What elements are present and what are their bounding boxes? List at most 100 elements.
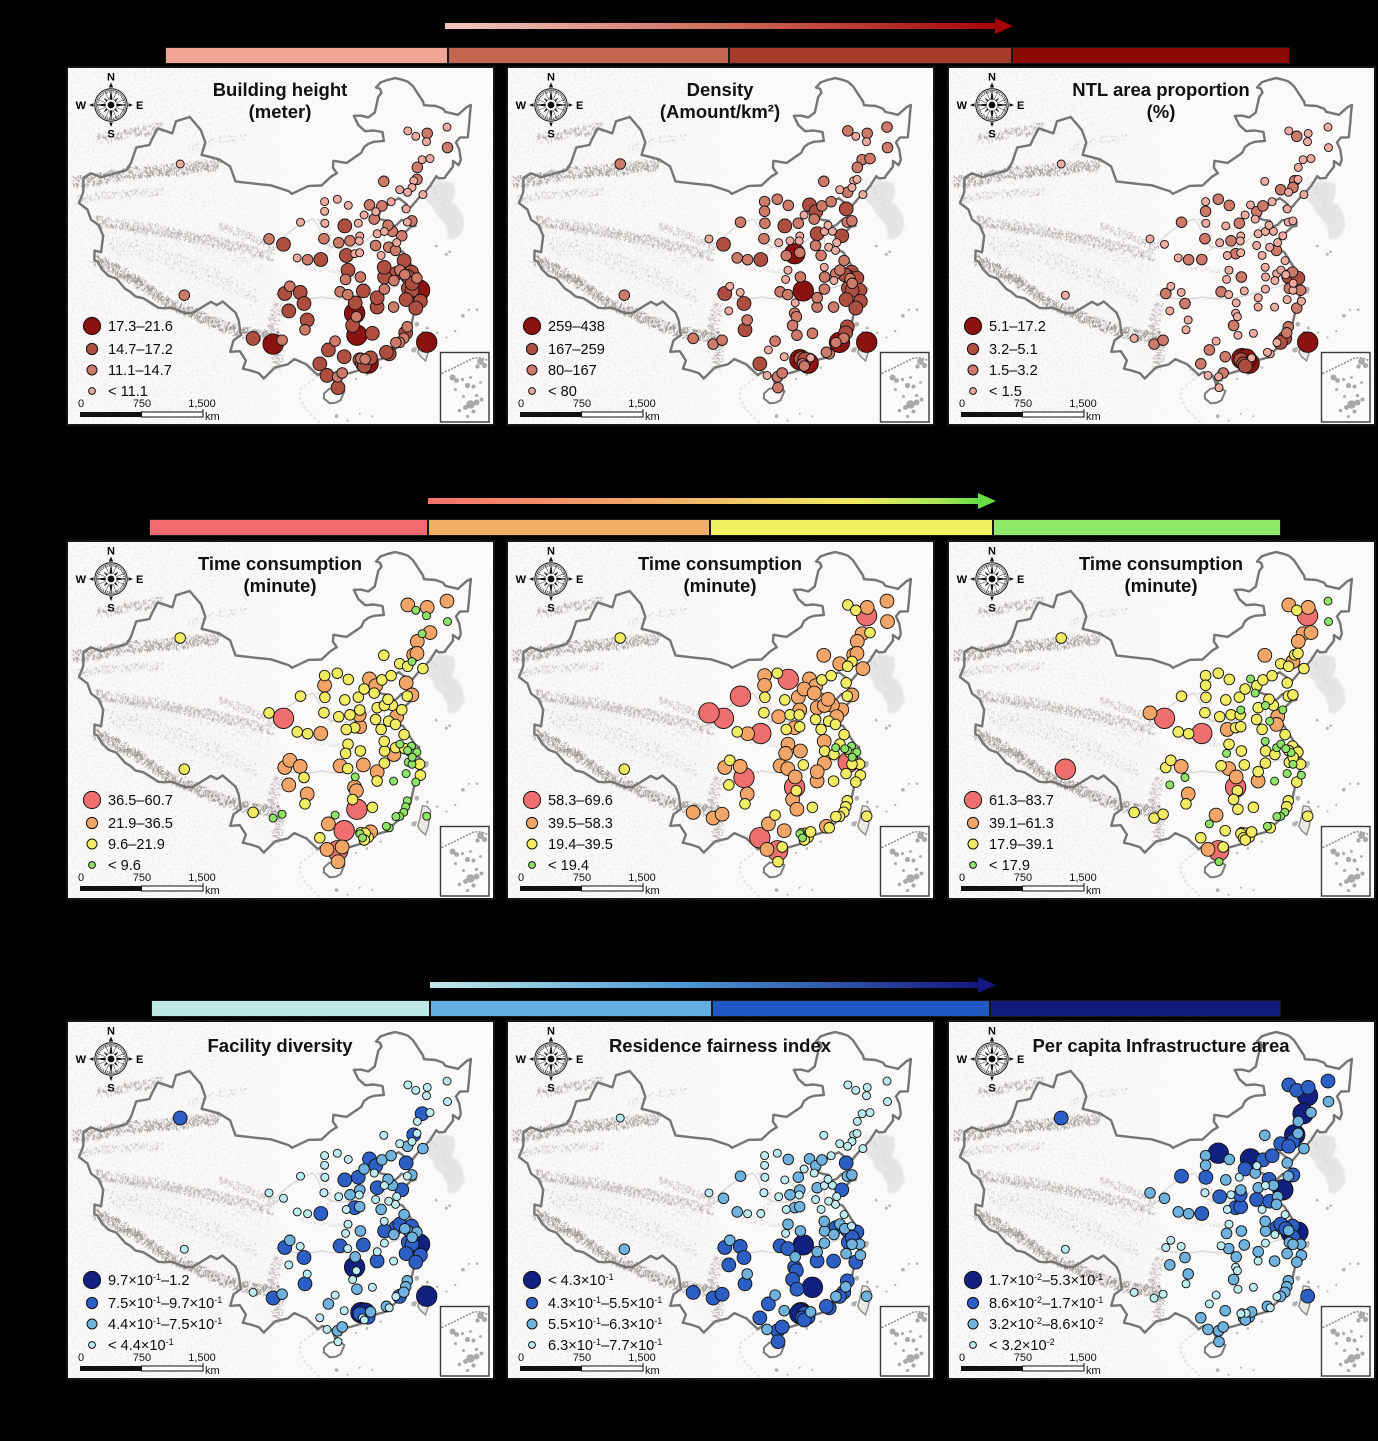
svg-text:S: S xyxy=(107,129,114,141)
svg-text:N: N xyxy=(547,1026,555,1038)
svg-text:4.4×10-1–7.5×10-1: 4.4×10-1–7.5×10-1 xyxy=(108,1316,222,1333)
svg-text:< 3.2×10-2: < 3.2×10-2 xyxy=(989,1337,1055,1354)
svg-text:21.9–36.5: 21.9–36.5 xyxy=(108,816,173,832)
svg-text:S: S xyxy=(547,1083,554,1095)
svg-text:E: E xyxy=(136,574,143,586)
svg-text:Density: Density xyxy=(687,79,755,100)
svg-text:39.1–61.3: 39.1–61.3 xyxy=(989,816,1054,832)
svg-text:6.3×10-1–7.7×10-1: 6.3×10-1–7.7×10-1 xyxy=(548,1337,662,1354)
svg-text:< 19.4: < 19.4 xyxy=(548,858,589,874)
svg-text:km: km xyxy=(645,885,660,897)
svg-text:1,500: 1,500 xyxy=(188,872,216,884)
svg-text:W: W xyxy=(957,574,968,586)
svg-text:S: S xyxy=(107,1083,114,1095)
svg-text:W: W xyxy=(76,574,87,586)
svg-text:Time consumption: Time consumption xyxy=(638,553,802,574)
svg-text:W: W xyxy=(76,1054,87,1066)
svg-text:750: 750 xyxy=(573,872,591,884)
svg-text:E: E xyxy=(576,574,583,586)
svg-text:S: S xyxy=(988,603,995,615)
svg-text:Residence fairness index: Residence fairness index xyxy=(609,1035,832,1056)
svg-text:S: S xyxy=(107,603,114,615)
svg-text:1,500: 1,500 xyxy=(1069,1352,1097,1364)
svg-text:< 80: < 80 xyxy=(548,384,577,400)
svg-text:Per capita Infrastructure area: Per capita Infrastructure area xyxy=(1032,1035,1290,1056)
svg-text:E: E xyxy=(1017,574,1024,586)
svg-text:8.6×10-2–1.7×10-1: 8.6×10-2–1.7×10-1 xyxy=(989,1295,1103,1312)
svg-text:167–259: 167–259 xyxy=(548,342,605,358)
svg-text:N: N xyxy=(988,546,996,558)
svg-text:(meter): (meter) xyxy=(249,101,312,122)
svg-text:E: E xyxy=(576,1054,583,1066)
svg-text:750: 750 xyxy=(133,872,151,884)
svg-text:11.1–14.7: 11.1–14.7 xyxy=(108,363,172,379)
svg-text:61.3–83.7: 61.3–83.7 xyxy=(989,793,1054,809)
svg-text:km: km xyxy=(1086,411,1101,423)
svg-text:E: E xyxy=(136,100,143,112)
svg-text:750: 750 xyxy=(1014,1352,1032,1364)
svg-text:1,500: 1,500 xyxy=(628,398,656,410)
svg-text:W: W xyxy=(516,1054,527,1066)
svg-text:1,500: 1,500 xyxy=(188,398,216,410)
svg-text:N: N xyxy=(988,1026,996,1038)
svg-text:N: N xyxy=(547,546,555,558)
svg-text:750: 750 xyxy=(133,398,151,410)
svg-text:1,500: 1,500 xyxy=(628,1352,656,1364)
svg-text:S: S xyxy=(547,603,554,615)
svg-text:9.6–21.9: 9.6–21.9 xyxy=(108,837,165,853)
svg-text:N: N xyxy=(988,72,996,84)
svg-text:Time consumption: Time consumption xyxy=(198,553,362,574)
svg-text:14.7–17.2: 14.7–17.2 xyxy=(108,342,173,358)
svg-text:1,500: 1,500 xyxy=(188,1352,216,1364)
svg-text:750: 750 xyxy=(133,1352,151,1364)
svg-text:E: E xyxy=(1017,100,1024,112)
svg-text:km: km xyxy=(1086,1365,1101,1377)
svg-text:0: 0 xyxy=(78,398,84,410)
svg-text:259–438: 259–438 xyxy=(548,319,605,335)
svg-text:km: km xyxy=(645,1365,660,1377)
svg-text:S: S xyxy=(547,129,554,141)
svg-text:N: N xyxy=(107,546,115,558)
svg-text:W: W xyxy=(957,100,968,112)
svg-text:0: 0 xyxy=(518,398,524,410)
svg-text:(minute): (minute) xyxy=(244,575,317,596)
svg-text:0: 0 xyxy=(78,872,84,884)
svg-text:E: E xyxy=(136,1054,143,1066)
svg-text:1,500: 1,500 xyxy=(1069,872,1097,884)
svg-text:W: W xyxy=(957,1054,968,1066)
svg-text:19.4–39.5: 19.4–39.5 xyxy=(548,837,613,853)
svg-text:3.2×10-2–8.6×10-2: 3.2×10-2–8.6×10-2 xyxy=(989,1316,1103,1333)
svg-text:80–167: 80–167 xyxy=(548,363,597,379)
svg-text:750: 750 xyxy=(573,1352,591,1364)
svg-text:5.5×10-1–6.3×10-1: 5.5×10-1–6.3×10-1 xyxy=(548,1316,662,1333)
svg-text:N: N xyxy=(107,1026,115,1038)
svg-text:0: 0 xyxy=(959,398,965,410)
svg-text:km: km xyxy=(205,411,220,423)
svg-text:0: 0 xyxy=(959,1352,965,1364)
svg-text:1,500: 1,500 xyxy=(628,872,656,884)
svg-text:km: km xyxy=(1086,885,1101,897)
svg-text:17.3–21.6: 17.3–21.6 xyxy=(108,319,173,335)
svg-text:0: 0 xyxy=(518,872,524,884)
svg-text:39.5–58.3: 39.5–58.3 xyxy=(548,816,613,832)
svg-text:(minute): (minute) xyxy=(684,575,757,596)
svg-text:750: 750 xyxy=(573,398,591,410)
svg-text:7.5×10-1–9.7×10-1: 7.5×10-1–9.7×10-1 xyxy=(108,1295,222,1312)
svg-text:< 9.6: < 9.6 xyxy=(108,858,141,874)
svg-text:Building height: Building height xyxy=(213,79,348,100)
svg-text:3.2–5.1: 3.2–5.1 xyxy=(989,342,1038,358)
svg-text:NTL area proportion: NTL area proportion xyxy=(1072,79,1249,100)
svg-text:1.5–3.2: 1.5–3.2 xyxy=(989,363,1038,379)
svg-text:E: E xyxy=(1017,1054,1024,1066)
svg-text:N: N xyxy=(547,72,555,84)
svg-text:58.3–69.6: 58.3–69.6 xyxy=(548,793,613,809)
svg-text:Facility diversity: Facility diversity xyxy=(208,1035,354,1056)
svg-text:(minute): (minute) xyxy=(1125,575,1198,596)
svg-text:1.7×10-2–5.3×10-1: 1.7×10-2–5.3×10-1 xyxy=(989,1272,1103,1289)
svg-text:5.1–17.2: 5.1–17.2 xyxy=(989,319,1046,335)
svg-text:9.7×10-1–1.2: 9.7×10-1–1.2 xyxy=(108,1272,189,1289)
svg-text:km: km xyxy=(645,411,660,423)
svg-text:4.3×10-1–5.5×10-1: 4.3×10-1–5.5×10-1 xyxy=(548,1295,662,1312)
svg-text:< 4.3×10-1: < 4.3×10-1 xyxy=(548,1272,614,1289)
svg-text:S: S xyxy=(988,129,995,141)
